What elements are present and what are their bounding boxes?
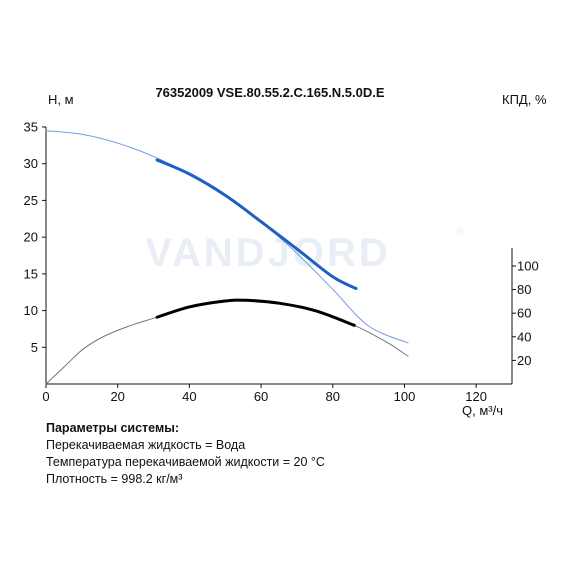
- y-right-tick-label: 20: [517, 353, 531, 368]
- param-fluid: Перекачиваемая жидкость = Вода: [46, 438, 246, 452]
- watermark-logo: VANDJORD: [145, 231, 391, 275]
- x-axis-label: Q, м³/ч: [462, 403, 503, 418]
- power-curve-operating-range: [155, 298, 356, 327]
- y-left-tick-label: 10: [24, 303, 38, 318]
- plot-frame: [45, 127, 513, 385]
- param-temperature: Температура перекачиваемой жидкости = 20…: [46, 455, 325, 469]
- y-left-tick-label: 25: [24, 193, 38, 208]
- system-parameters: Параметры системы: Перекачиваемая жидкос…: [46, 420, 325, 488]
- y-left-tick-label: 35: [24, 120, 38, 135]
- x-tick-label: 120: [465, 389, 487, 404]
- x-tick-label: 20: [110, 389, 124, 404]
- x-tick-label: 80: [326, 389, 340, 404]
- head-curve-operating-range: [155, 158, 358, 290]
- y-right-tick-label: 100: [517, 259, 539, 274]
- curves: [45, 130, 409, 385]
- y-right-axis-label: КПД, %: [502, 92, 547, 107]
- y-right-tick-label: 40: [517, 329, 531, 344]
- x-tick-label: 40: [182, 389, 196, 404]
- watermark-registered-mark: ®: [455, 225, 464, 239]
- system-parameters-heading: Параметры системы:: [46, 421, 180, 435]
- x-tick-label: 60: [254, 389, 268, 404]
- y-left-tick-label: 20: [24, 230, 38, 245]
- param-density: Плотность = 998.2 кг/м³: [46, 472, 183, 486]
- y-left-tick-label: 15: [24, 266, 38, 281]
- x-tick-label: 0: [42, 389, 49, 404]
- y-left-tick-label: 30: [24, 156, 38, 171]
- y-left-tick-label: 5: [31, 340, 38, 355]
- axis-ticks: 0 20 40 60 80 100 120 5 10 15 20 25 30 35 20 40 60 80 100: [24, 120, 539, 405]
- y-right-tick-label: 60: [517, 306, 531, 321]
- y-right-tick-label: 80: [517, 282, 531, 297]
- y-left-axis-label: H, м: [48, 92, 74, 107]
- x-tick-label: 100: [394, 389, 416, 404]
- chart-title: 76352009 VSE.80.55.2.C.165.N.5.0D.E: [155, 85, 384, 100]
